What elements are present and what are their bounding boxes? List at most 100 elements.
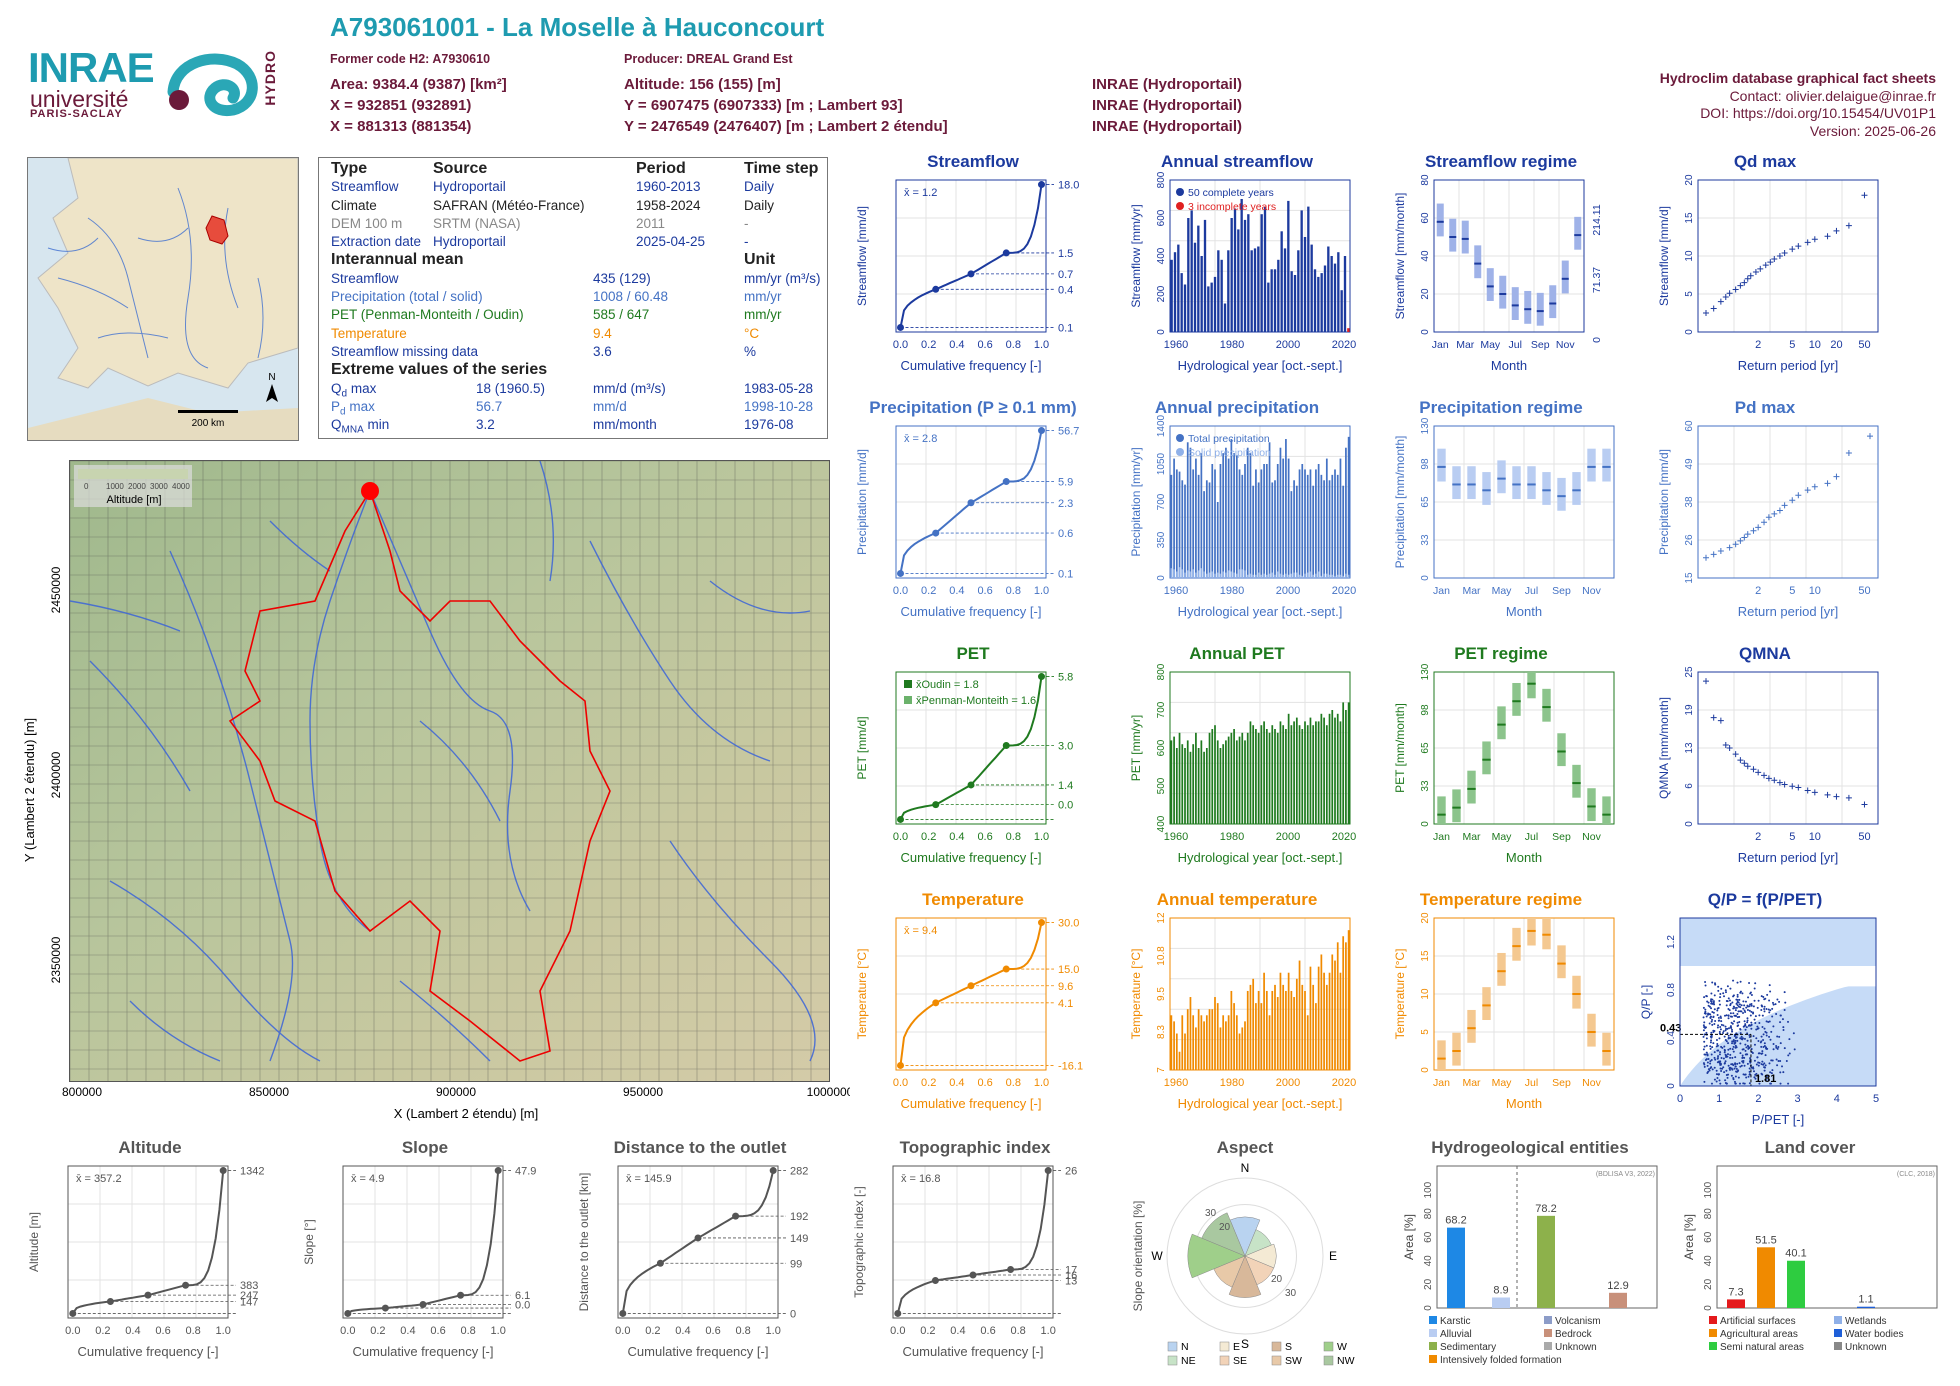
svg-text:5: 5 [1420, 1029, 1431, 1035]
temp-cdf-title: Temperature [922, 890, 1024, 909]
annual-bar [1252, 485, 1255, 578]
area-bar [1492, 1297, 1510, 1308]
return-point [1845, 794, 1852, 801]
aspect-ring-label: 30 [1205, 1208, 1217, 1219]
annual-bar [1347, 328, 1350, 332]
cdf-point [494, 1167, 502, 1175]
info-source-row: Extraction date Hydroportail 2025-04-25 - [331, 233, 815, 251]
x-axis-label: Cumulative frequency [-] [628, 1344, 769, 1359]
return-point [1776, 253, 1783, 259]
regime-box [1474, 245, 1482, 279]
regime-box [1467, 1009, 1476, 1043]
annual-bar [1293, 997, 1295, 1070]
svg-text:40: 40 [1703, 1255, 1714, 1267]
map-xtick: 850000 [249, 1085, 289, 1099]
plot-frame [342, 1165, 504, 1319]
svg-text:0: 0 [1156, 329, 1167, 335]
annual-bar-secondary [1203, 571, 1205, 578]
annual-bar [1205, 480, 1208, 578]
annual-bar [1320, 474, 1323, 578]
annual-bar [1315, 1003, 1317, 1070]
annual-bar [1260, 725, 1263, 824]
regime-box [1482, 741, 1491, 775]
interannual-row-unit: mm/yr [744, 307, 782, 323]
mean-label: x̄ = 1.2 [904, 187, 937, 199]
info-source-row-source: Hydroportail [433, 234, 506, 250]
annual-bar [1240, 199, 1243, 332]
source-2: INRAE (Hydroportail) [1092, 97, 1242, 114]
annual-bar [1331, 710, 1334, 824]
cdf-point [182, 1281, 190, 1289]
annual-bar [1192, 1015, 1195, 1070]
annual-bar [1325, 984, 1328, 1070]
pet-cdf-svg: 5.8 3.0 1.4 0.0 0.0 0.2 0.4 0.6 0.8 1.0 x̄Oudin = … [855, 671, 1073, 865]
svg-text:1980: 1980 [1220, 339, 1244, 351]
regime-box [1542, 688, 1551, 722]
info-source-row-step: Daily [744, 197, 775, 213]
aspect-direction: N [1241, 1161, 1250, 1175]
svg-text:1960: 1960 [1164, 339, 1188, 351]
annual-bar [1277, 259, 1280, 332]
x-lambert2: X = 881313 (881354) [330, 118, 472, 135]
x-axis-label: Return period [yr] [1738, 604, 1838, 619]
annual-bar-secondary [1336, 574, 1339, 578]
regime-box [1482, 987, 1491, 1020]
annual-bar-secondary [1233, 572, 1235, 578]
svg-text:100: 100 [1423, 1181, 1434, 1198]
temp-cdf-svg: 30.0 15.0 9.6 4.1 -16.1 0.0 0.2 0.4 0.6 0.8 1.0 x̄ … [855, 917, 1083, 1111]
extreme-label: Pd max [331, 398, 375, 422]
annual-bar [1290, 271, 1293, 332]
annual-bar [1195, 458, 1197, 578]
area-bar-label: 8.9 [1493, 1285, 1508, 1297]
regime-box [1527, 466, 1536, 500]
svg-text:0.6: 0.6 [430, 1325, 445, 1337]
cdf-right-label: 0.4 [1058, 284, 1073, 296]
extreme-title-row: Extreme values of the series [331, 361, 815, 379]
svg-text:80: 80 [1423, 1208, 1434, 1220]
info-header-row: Type Source Period Time step [331, 160, 818, 178]
return-point [1722, 294, 1729, 301]
return-point [1755, 524, 1762, 531]
svg-text:500: 500 [1156, 777, 1167, 794]
svg-text:0.6: 0.6 [977, 831, 992, 843]
return-point [1861, 192, 1868, 199]
map-xtick: 900000 [436, 1085, 476, 1099]
return-point [1750, 766, 1757, 773]
annual-bar [1336, 474, 1339, 578]
annual-bar [1253, 248, 1257, 332]
month-tick: Sep [1531, 339, 1550, 351]
annual-bar [1263, 464, 1265, 578]
cdf-right-label: 99 [790, 1258, 802, 1270]
area-bar [1787, 1260, 1805, 1308]
cdf-point [897, 815, 904, 823]
qp-ppet-chart: Q/P = f(P/PET) 0.43 1.81 0 1 2 3 4 5 0 0.4 0.8 1.2 P/… [1640, 890, 1890, 1130]
return-point [1845, 222, 1852, 229]
annual-bar [1197, 748, 1200, 824]
area-bar [1537, 1215, 1555, 1308]
annual-bar [1290, 491, 1293, 578]
annual-bar [1213, 276, 1217, 332]
mean-label: x̄ = 357.2 [76, 1173, 122, 1185]
x-axis-label: Hydrological year [oct.-sept.] [1178, 604, 1343, 619]
annual-bar-secondary [1293, 572, 1295, 578]
svg-text:1.0: 1.0 [766, 1325, 781, 1337]
annual-bar [1279, 721, 1282, 824]
aspect-legend-entry: E [1233, 1341, 1240, 1353]
annual-bar [1300, 210, 1303, 332]
hydro-logo-icon [167, 53, 258, 117]
map-legend-tick: 4000 [172, 482, 190, 491]
cdf-right-label: 0.7 [1058, 269, 1073, 281]
svg-text:80: 80 [1420, 174, 1431, 186]
x-axis-label: Cumulative frequency [-] [901, 358, 1042, 373]
annual-bar [1304, 721, 1306, 824]
annual-bar [1200, 1015, 1203, 1070]
svg-text:10.8: 10.8 [1156, 946, 1167, 966]
cdf-point [419, 1300, 427, 1308]
map-xtick: 800000 [62, 1085, 102, 1099]
cdf-right-label: 15.0 [1058, 964, 1079, 976]
annual-bar [1249, 453, 1252, 578]
month-tick: Jan [1433, 831, 1450, 843]
svg-text:1960: 1960 [1164, 831, 1188, 843]
annual-bar-secondary [1208, 572, 1211, 578]
annual-bar [1197, 1009, 1200, 1070]
